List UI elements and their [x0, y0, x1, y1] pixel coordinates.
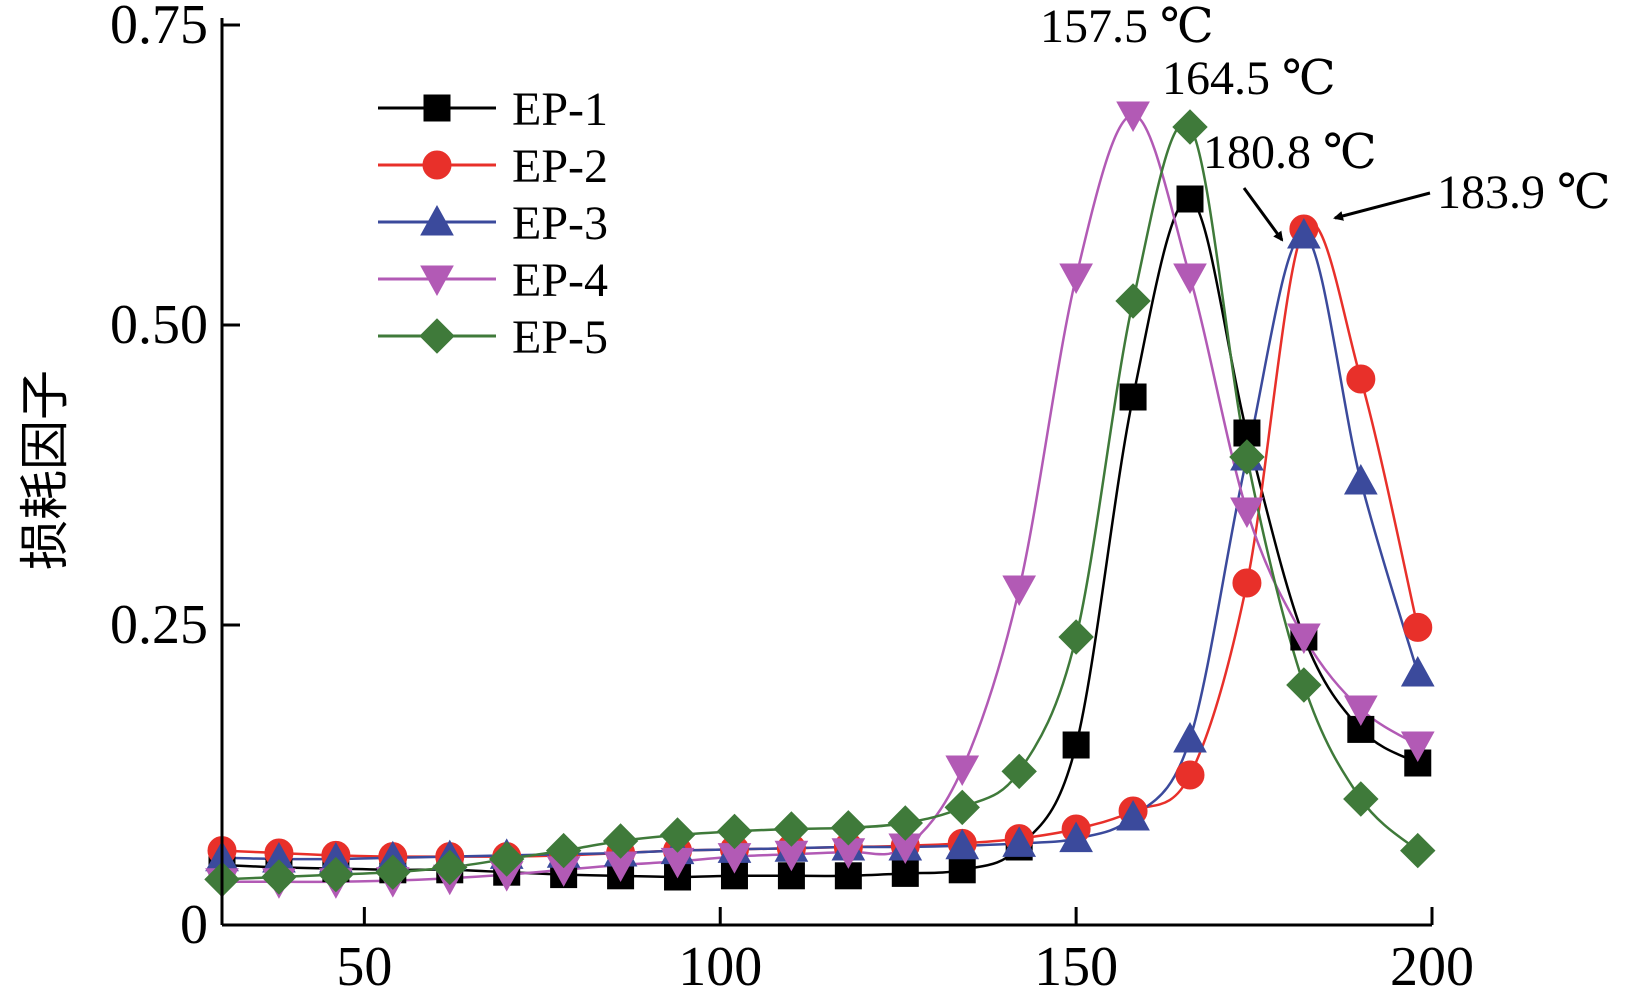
x-tick-label: 200 [1390, 936, 1474, 988]
data-point-ep-5 [830, 810, 867, 846]
data-point-ep-1 [891, 859, 919, 887]
data-point-ep-3 [1287, 217, 1321, 249]
legend-item-ep-2: EP-2 [378, 140, 608, 193]
data-point-ep-5 [716, 813, 753, 850]
data-point-ep-2 [1232, 568, 1262, 598]
y-tick-label: 0 [180, 894, 208, 956]
legend-label: EP-4 [512, 254, 608, 307]
data-point-ep-4 [1400, 731, 1435, 763]
data-point-ep-5 [773, 811, 810, 847]
data-point-ep-5 [488, 841, 525, 877]
data-point-ep-3 [1116, 799, 1150, 831]
data-point-ep-2 [1175, 760, 1205, 790]
data-point-ep-4 [945, 755, 980, 787]
data-point-ep-5 [318, 856, 354, 893]
legend: EP-1EP-2EP-3EP-4EP-5 [378, 83, 608, 364]
data-point-ep-5 [1115, 283, 1151, 319]
legend-item-ep-4: EP-4 [378, 254, 608, 307]
legend-item-ep-5: EP-5 [378, 311, 608, 364]
data-point-ep-3 [1002, 826, 1037, 857]
data-point-ep-2 [1346, 364, 1376, 394]
y-axis-label: 损耗因子 [16, 370, 74, 570]
x-tick-label: 50 [336, 936, 392, 988]
data-point-ep-5 [432, 849, 468, 886]
data-point-ep-5 [1286, 667, 1322, 703]
data-point-ep-4 [1173, 263, 1207, 295]
data-point-ep-4 [1287, 623, 1321, 655]
data-point-ep-5 [887, 805, 924, 841]
data-point-ep-3 [1400, 655, 1435, 687]
legend-item-ep-1: EP-1 [378, 83, 608, 136]
data-point-ep-4 [1230, 497, 1264, 529]
series-line-ep-3 [221, 233, 1419, 861]
data-point-ep-3 [945, 828, 980, 860]
data-point-ep-3 [1343, 463, 1378, 495]
ticks: 50 100 150 200 0 0.25 0.50 0.75 [110, 0, 1474, 993]
data-point-ep-5 [545, 832, 582, 869]
data-point-ep-1 [948, 856, 976, 884]
data-point-ep-5 [1229, 439, 1265, 475]
data-point-ep-1 [1119, 383, 1147, 411]
legend-label: EP-5 [512, 311, 608, 364]
peak-annotation-label: 180.8 ℃ [1203, 126, 1377, 179]
legend-marker [422, 150, 452, 180]
data-point-ep-5 [1172, 109, 1208, 145]
y-tick-label: 0.25 [110, 594, 208, 656]
legend-marker [420, 204, 454, 236]
data-point-ep-1 [1062, 731, 1090, 759]
legend-label: EP-3 [512, 197, 608, 250]
data-point-ep-5 [375, 854, 411, 890]
peak-annotation-label: 157.5 ℃ [1040, 0, 1214, 53]
data-point-ep-5 [602, 823, 639, 859]
data-point-ep-1 [1404, 749, 1432, 777]
data-point-ep-5 [1001, 753, 1037, 790]
data-point-ep-3 [1173, 721, 1207, 753]
series-line-ep-1 [221, 197, 1419, 879]
data-point-ep-3 [1059, 821, 1093, 853]
x-tick-label: 150 [1034, 936, 1118, 988]
data-point-ep-4 [1343, 695, 1378, 727]
legend-marker [419, 318, 455, 354]
data-point-ep-4 [1116, 101, 1150, 133]
axes [220, 18, 1432, 927]
data-point-ep-1 [1176, 185, 1204, 213]
data-point-ep-5 [944, 789, 980, 826]
data-point-ep-5 [1400, 832, 1436, 869]
legend-label: EP-2 [512, 140, 608, 193]
plot-markers [204, 101, 1436, 899]
peak-annotation-label: 164.5 ℃ [1162, 52, 1336, 105]
y-tick-label: 0.50 [110, 294, 208, 356]
data-point-ep-5 [659, 817, 696, 853]
peak-annotation-label: 183.9 ℃ [1437, 166, 1611, 219]
data-point-ep-5 [1058, 619, 1094, 655]
data-point-ep-5 [261, 859, 297, 895]
legend-item-ep-3: EP-3 [378, 197, 608, 250]
legend-marker [423, 94, 451, 122]
peak-annotation-arrow [1333, 191, 1431, 221]
series-line-ep-2 [221, 221, 1419, 858]
data-point-ep-2 [1403, 612, 1433, 642]
data-point-ep-4 [1002, 575, 1037, 607]
peak-annotation-arrow [1242, 187, 1284, 242]
legend-marker [420, 265, 454, 297]
data-point-ep-4 [1059, 263, 1093, 295]
x-tick-label: 100 [678, 936, 762, 988]
data-point-ep-5 [1343, 781, 1379, 817]
y-tick-label: 0.75 [110, 0, 208, 56]
legend-label: EP-1 [512, 83, 608, 136]
